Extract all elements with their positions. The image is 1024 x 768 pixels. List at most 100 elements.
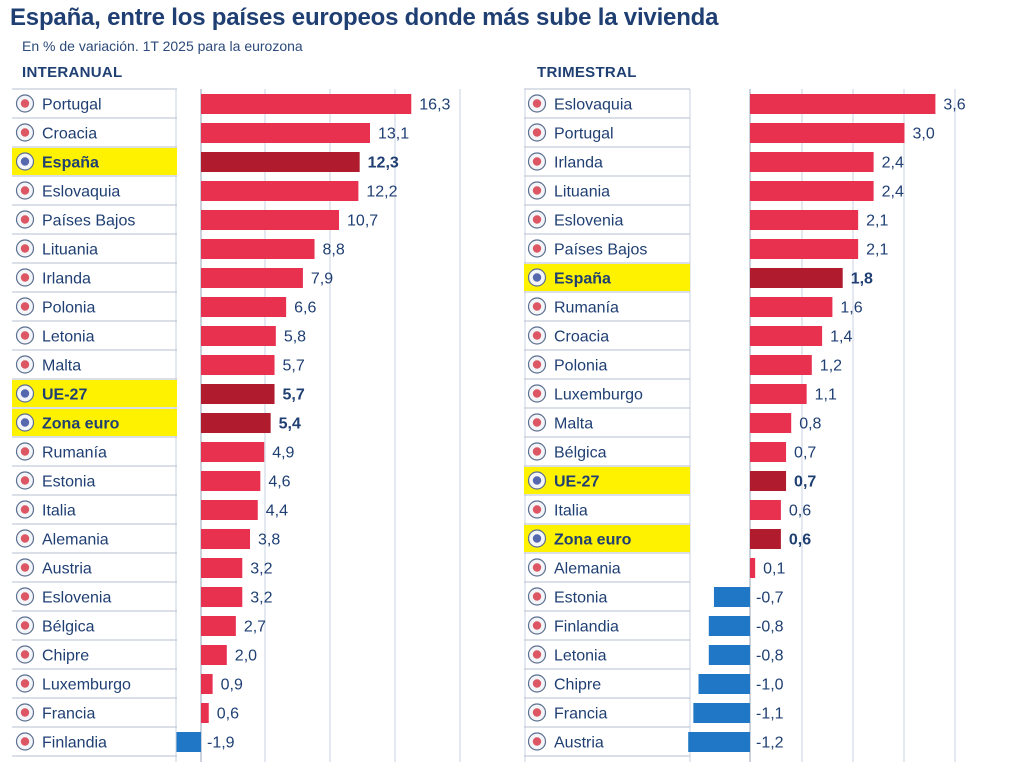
category-label-interanual-rumania: Rumanía (42, 445, 107, 462)
value-label-interanual-finlandia: -1,9 (207, 735, 235, 752)
category-label-trimestral-eslovenia: Eslovenia (554, 213, 623, 230)
flag-dot-icon-interanual-luxemburgo (20, 679, 30, 688)
category-label-trimestral-estonia: Estonia (554, 590, 607, 607)
bar-trimestral-letonia (708, 645, 750, 665)
bar-trimestral-polonia (750, 355, 812, 375)
flag-dot-icon-trimestral-zona-euro (532, 534, 542, 543)
value-label-trimestral-francia: -1,1 (756, 706, 784, 723)
flag-dot-icon-trimestral-portugal (532, 128, 542, 137)
value-label-interanual-belgica: 2,7 (244, 619, 266, 636)
value-label-interanual-croacia: 13,1 (378, 126, 409, 143)
bar-interanual-croacia (201, 123, 370, 143)
flag-dot-icon-interanual-finlandia (20, 737, 30, 746)
category-label-trimestral-portugal: Portugal (554, 126, 614, 143)
flag-dot-icon-interanual-italia (20, 505, 30, 514)
value-label-trimestral-croacia: 1,4 (830, 329, 852, 346)
category-label-interanual-alemania: Alemania (42, 532, 109, 549)
bar-trimestral-estonia (713, 587, 750, 607)
category-label-interanual-paises-bajos: Países Bajos (42, 213, 135, 230)
bar-interanual-malta (201, 355, 275, 375)
bar-trimestral-eslovaquia (750, 94, 936, 114)
value-label-trimestral-estonia: -0,7 (756, 590, 784, 607)
category-label-trimestral-chipre: Chipre (554, 677, 601, 694)
bar-interanual-austria (201, 558, 243, 578)
category-label-trimestral-letonia: Letonia (554, 648, 607, 665)
bar-interanual-portugal (201, 94, 412, 114)
flag-dot-icon-trimestral-belgica (532, 447, 542, 456)
category-label-trimestral-croacia: Croacia (554, 329, 609, 346)
flag-dot-icon-trimestral-chipre (532, 679, 542, 688)
category-label-interanual-italia: Italia (42, 503, 76, 520)
value-label-interanual-francia: 0,6 (217, 706, 239, 723)
bar-trimestral-lituania (750, 181, 874, 201)
flag-dot-icon-trimestral-rumania (532, 302, 542, 311)
value-label-trimestral-rumania: 1,6 (840, 300, 862, 317)
highlight-bg-trimestral-ue-27 (524, 467, 690, 494)
value-label-interanual-irlanda: 7,9 (311, 271, 333, 288)
category-label-interanual-polonia: Polonia (42, 300, 95, 317)
flag-dot-icon-trimestral-austria (532, 737, 542, 746)
value-label-trimestral-eslovenia: 2,1 (866, 213, 888, 230)
flag-dot-icon-interanual-malta (20, 360, 30, 369)
category-label-trimestral-francia: Francia (554, 706, 607, 723)
bar-interanual-rumania (201, 442, 265, 462)
value-label-trimestral-alemania: 0,1 (763, 561, 785, 578)
value-label-trimestral-irlanda: 2,4 (882, 155, 904, 172)
bar-trimestral-eslovenia (750, 210, 859, 230)
category-label-trimestral-alemania: Alemania (554, 561, 621, 578)
category-label-interanual-croacia: Croacia (42, 126, 97, 143)
category-label-trimestral-austria: Austria (554, 735, 604, 752)
category-label-trimestral-lituania: Lituania (554, 184, 610, 201)
bar-trimestral-belgica (750, 442, 787, 462)
category-label-trimestral-belgica: Bélgica (554, 445, 607, 462)
flag-dot-icon-interanual-austria (20, 563, 30, 572)
bar-trimestral-espana (750, 268, 843, 288)
flag-dot-icon-trimestral-alemania (532, 563, 542, 572)
flag-dot-icon-trimestral-eslovaquia (532, 99, 542, 108)
flag-dot-icon-trimestral-eslovenia (532, 215, 542, 224)
bar-trimestral-luxemburgo (750, 384, 807, 404)
flag-dot-icon-interanual-letonia (20, 331, 30, 340)
category-label-interanual-finlandia: Finlandia (42, 735, 107, 752)
flag-dot-icon-interanual-portugal (20, 99, 30, 108)
highlight-bg-interanual-espana (12, 148, 177, 175)
flag-dot-icon-interanual-estonia (20, 476, 30, 485)
value-label-interanual-letonia: 5,8 (284, 329, 306, 346)
flag-dot-icon-interanual-ue-27 (20, 389, 30, 398)
flag-dot-icon-interanual-eslovaquia (20, 186, 30, 195)
flag-dot-icon-trimestral-irlanda (532, 157, 542, 166)
value-label-trimestral-belgica: 0,7 (794, 445, 816, 462)
category-label-trimestral-polonia: Polonia (554, 358, 607, 375)
category-label-interanual-ue-27: UE-27 (42, 387, 87, 404)
flag-dot-icon-trimestral-croacia (532, 331, 542, 340)
value-label-trimestral-eslovaquia: 3,6 (943, 97, 965, 114)
value-label-trimestral-austria: -1,2 (756, 735, 784, 752)
value-label-interanual-malta: 5,7 (283, 358, 305, 375)
highlight-bg-interanual-ue-27 (12, 380, 177, 407)
value-label-trimestral-ue-27: 0,7 (794, 474, 816, 491)
flag-dot-icon-trimestral-paises-bajos (532, 244, 542, 253)
category-label-trimestral-italia: Italia (554, 503, 588, 520)
flag-dot-icon-trimestral-espana (532, 273, 542, 282)
value-label-interanual-eslovaquia: 12,2 (366, 184, 397, 201)
value-label-interanual-lituania: 8,8 (323, 242, 345, 259)
bar-charts: Portugal 16,3 Croacia 13,1 España 12,3 Eslovaq… (12, 88, 966, 762)
bar-interanual-chipre (201, 645, 227, 665)
category-label-interanual-estonia: Estonia (42, 474, 95, 491)
flag-dot-icon-trimestral-lituania (532, 186, 542, 195)
category-label-trimestral-rumania: Rumanía (554, 300, 619, 317)
value-label-trimestral-portugal: 3,0 (913, 126, 935, 143)
category-label-trimestral-finlandia: Finlandia (554, 619, 619, 636)
category-label-trimestral-ue-27: UE-27 (554, 474, 599, 491)
bar-trimestral-portugal (750, 123, 905, 143)
highlight-bg-trimestral-zona-euro (524, 525, 690, 552)
category-label-interanual-eslovaquia: Eslovaquia (42, 184, 120, 201)
flag-dot-icon-trimestral-estonia (532, 592, 542, 601)
bar-interanual-belgica (201, 616, 236, 636)
flag-dot-icon-interanual-chipre (20, 650, 30, 659)
value-label-trimestral-paises-bajos: 2,1 (866, 242, 888, 259)
bar-trimestral-italia (750, 500, 781, 520)
bar-trimestral-croacia (750, 326, 823, 346)
bar-interanual-espana (201, 152, 360, 172)
value-label-interanual-portugal: 16,3 (419, 97, 450, 114)
